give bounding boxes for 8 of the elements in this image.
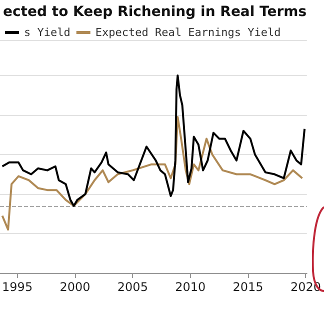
x-tick-label: 2005 [117,280,148,294]
legend-label: Expected Real Earnings Yield [95,26,281,39]
chart-title: ected to Keep Richening in Real Terms [3,4,307,20]
x-tick-label: 2000 [60,280,90,294]
x-tick-label: 2015 [232,280,264,294]
legend-label: s Yield [24,26,70,39]
x-tick-label: 1995 [2,280,33,294]
x-tick-label: 2010 [175,280,206,294]
